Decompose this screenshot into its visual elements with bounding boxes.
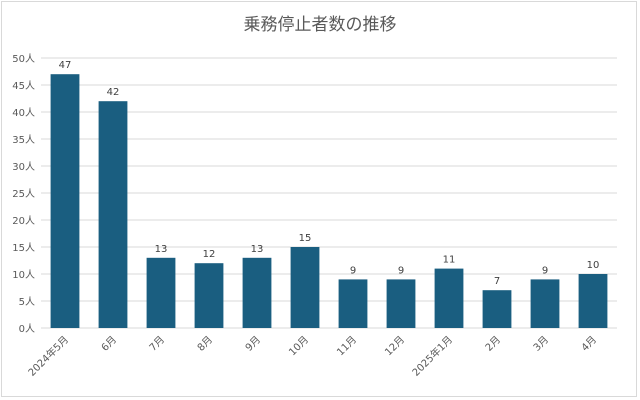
x-tick-label: 3月	[531, 334, 551, 354]
x-tick-label: 12月	[383, 334, 408, 359]
data-label: 10	[587, 260, 600, 271]
x-tick-label: 11月	[335, 334, 360, 359]
y-tick-label: 5人	[19, 296, 35, 308]
chart-title: 乗務停止者数の推移	[244, 15, 397, 35]
y-tick-label: 10人	[12, 269, 35, 281]
data-label: 9	[542, 265, 548, 276]
data-label: 13	[251, 244, 264, 255]
bar	[146, 257, 176, 328]
bar	[98, 101, 128, 328]
x-tick-label: 8月	[195, 334, 215, 354]
y-tick-label: 50人	[12, 53, 35, 65]
data-label: 9	[398, 265, 404, 276]
x-tick-label: 10月	[287, 334, 312, 359]
x-tick-label: 9月	[243, 334, 263, 354]
y-tick-label: 45人	[12, 80, 35, 92]
data-label: 12	[203, 249, 216, 260]
bar	[578, 274, 608, 328]
bar	[194, 263, 224, 328]
y-tick-label: 35人	[12, 134, 35, 146]
bar	[434, 268, 464, 328]
y-tick-label: 25人	[12, 188, 35, 200]
x-axis-ticks: 2024年5月 6月 7月 8月 9月 10月 11月 12月 2025年1月 2月 3月 4月	[25, 333, 599, 379]
bar	[242, 257, 272, 328]
bar	[338, 279, 368, 328]
x-tick-label: 2025年1月	[409, 333, 455, 379]
bar	[386, 279, 416, 328]
x-tick-label: 6月	[99, 334, 119, 354]
data-label: 13	[155, 244, 168, 255]
x-tick-label: 7月	[147, 334, 167, 354]
y-axis-ticks: 0人 5人 10人 15人 20人 25人 30人 35人 40人 45人 50人	[12, 53, 35, 335]
data-label: 47	[59, 60, 72, 71]
bar	[482, 290, 512, 328]
y-tick-label: 30人	[12, 161, 35, 173]
x-tick-label: 4月	[579, 334, 599, 354]
y-tick-label: 40人	[12, 107, 35, 119]
y-tick-label: 20人	[12, 215, 35, 227]
data-label: 11	[443, 255, 456, 266]
bar	[290, 247, 320, 328]
data-label: 7	[494, 276, 500, 287]
data-label: 15	[299, 233, 312, 244]
data-labels: 47 42 13 12 13 15 9 9 11 7 9 10	[59, 60, 600, 287]
data-label: 42	[107, 87, 120, 98]
y-tick-label: 15人	[12, 242, 35, 254]
x-tick-label: 2024年5月	[25, 333, 71, 379]
bar	[50, 74, 80, 328]
bars	[50, 74, 608, 328]
y-tick-label: 0人	[19, 323, 35, 335]
bar	[530, 279, 560, 328]
x-tick-label: 2月	[483, 334, 503, 354]
gridlines	[41, 57, 617, 329]
data-label: 9	[350, 265, 356, 276]
